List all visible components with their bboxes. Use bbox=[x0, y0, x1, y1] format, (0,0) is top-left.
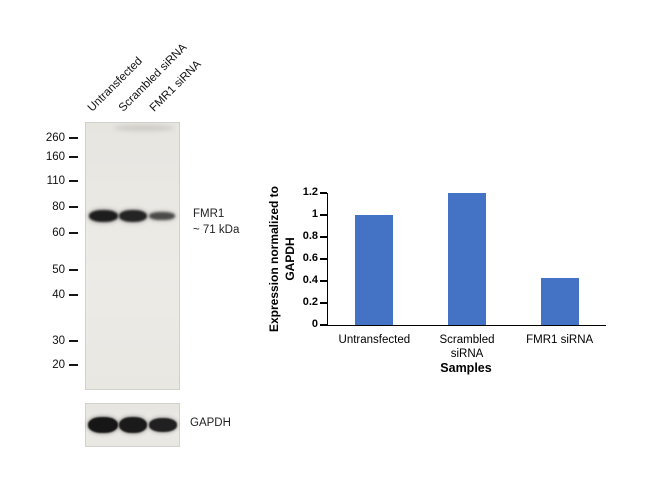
mw-marker-label: 80 bbox=[52, 201, 65, 213]
y-axis-tick-icon bbox=[320, 192, 327, 194]
gapdh-band-lane3 bbox=[149, 418, 177, 432]
mw-tick-icon bbox=[69, 364, 78, 366]
gapdh-band-lane2 bbox=[119, 417, 147, 433]
protein-band-lane1 bbox=[89, 210, 118, 222]
mw-marker-60: 60 bbox=[16, 226, 78, 240]
mw-tick-icon bbox=[69, 340, 78, 342]
y-axis-tick-label: 1.2 bbox=[302, 186, 318, 198]
mw-marker-20: 20 bbox=[16, 358, 78, 372]
mw-marker-260: 260 bbox=[16, 131, 78, 145]
mw-marker-40: 40 bbox=[16, 288, 78, 302]
x-axis-title: Samples bbox=[440, 361, 492, 375]
loading-control-label: GAPDH bbox=[190, 417, 231, 429]
x-axis-category-label: Untransfected bbox=[338, 334, 411, 346]
target-protein-label: FMR1 bbox=[193, 208, 225, 220]
mw-marker-160: 160 bbox=[16, 150, 78, 164]
mw-marker-label: 160 bbox=[45, 151, 65, 163]
y-axis-tick-label: 0.4 bbox=[302, 274, 318, 286]
mw-marker-80: 80 bbox=[16, 200, 78, 214]
mw-marker-label: 40 bbox=[52, 289, 65, 301]
mw-tick-icon bbox=[69, 269, 78, 271]
mw-marker-label: 50 bbox=[52, 264, 65, 276]
western-blot-panel bbox=[85, 122, 180, 390]
mw-tick-icon bbox=[69, 156, 78, 158]
bar-plot: 0 0.2 0.4 0.6 0.8 1 1.2 Untransfected Scrambled … bbox=[303, 186, 606, 360]
y-axis-tick-icon bbox=[320, 302, 327, 304]
mw-tick-icon bbox=[69, 180, 78, 182]
protein-band-lane3 bbox=[149, 212, 175, 220]
y-axis-tick-icon bbox=[320, 258, 327, 260]
loading-control-panel bbox=[85, 403, 180, 447]
y-axis-tick-label: 0.2 bbox=[302, 296, 318, 308]
mw-marker-label: 30 bbox=[52, 335, 65, 347]
bar-3 bbox=[540, 277, 579, 325]
mw-marker-label: 20 bbox=[52, 359, 65, 371]
y-axis-tick-icon bbox=[320, 214, 327, 216]
background-smear bbox=[114, 125, 174, 131]
bar-2 bbox=[448, 193, 486, 325]
y-axis-tick-label: 0.8 bbox=[302, 230, 318, 242]
y-axis-tick-label: 1 bbox=[311, 208, 318, 220]
y-axis-tick-label: 0 bbox=[311, 318, 318, 330]
mw-marker-label: 60 bbox=[52, 227, 65, 239]
y-axis-tick-icon bbox=[320, 280, 327, 282]
mw-marker-label: 110 bbox=[46, 175, 65, 187]
mw-tick-icon bbox=[69, 232, 78, 234]
y-axis-tick-icon bbox=[320, 236, 327, 238]
x-axis-category-label: Scrambled siRNA bbox=[439, 334, 495, 361]
target-protein-size: ~ 71 kDa bbox=[193, 224, 240, 236]
mw-marker-50: 50 bbox=[16, 263, 78, 277]
protein-band-lane2 bbox=[119, 210, 147, 222]
bar-1 bbox=[355, 215, 394, 325]
mw-marker-label: 260 bbox=[45, 132, 65, 144]
mw-tick-icon bbox=[69, 137, 78, 139]
mw-tick-icon bbox=[69, 294, 78, 296]
mw-marker-110: 110 bbox=[16, 174, 78, 188]
x-axis-category-label: FMR1 siRNA bbox=[526, 334, 594, 346]
mw-tick-icon bbox=[69, 206, 78, 208]
y-axis-tick-label: 0.6 bbox=[302, 252, 318, 264]
band-annotation: FMR1 ~ 71 kDa bbox=[193, 206, 239, 238]
gapdh-band-lane1 bbox=[88, 417, 118, 433]
mw-marker-30: 30 bbox=[16, 334, 78, 348]
y-axis-tick-icon bbox=[320, 324, 327, 326]
